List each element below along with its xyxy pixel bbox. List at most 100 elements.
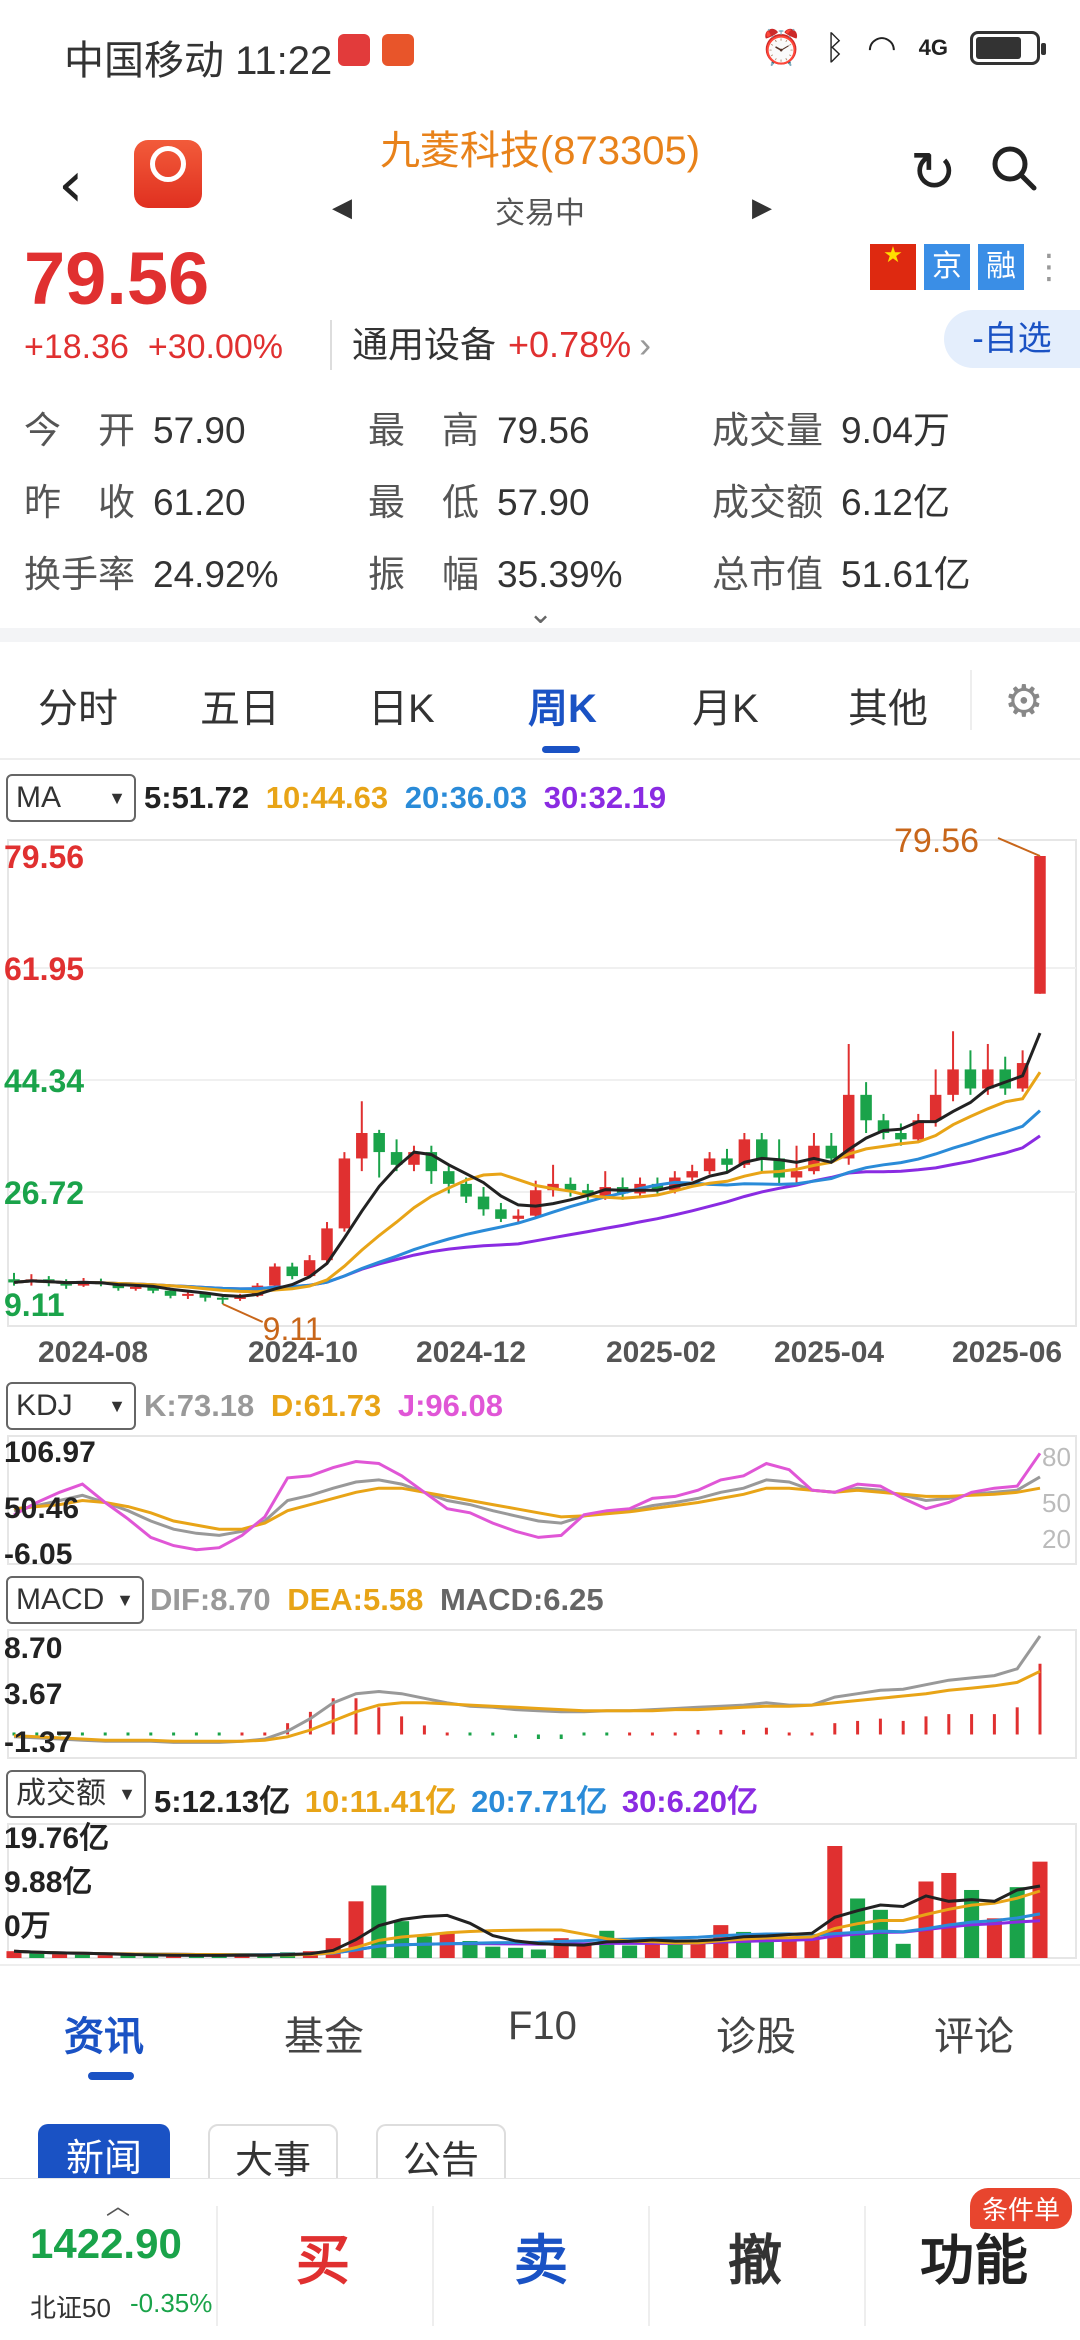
notification-icon: [382, 34, 414, 66]
next-stock-arrow[interactable]: ▶: [752, 192, 772, 222]
tag-jing[interactable]: 京: [924, 244, 970, 290]
macd-bar: [924, 1716, 928, 1735]
candle-body: [321, 1228, 333, 1261]
macd-bar: [377, 1707, 381, 1735]
amount-bar: [143, 1955, 159, 1958]
tab-chart-1[interactable]: 五日: [200, 687, 280, 731]
macd-bar: [764, 1727, 768, 1735]
y-tick-label: 50: [1042, 1488, 1071, 1518]
back-button[interactable]: ‹: [58, 148, 84, 222]
y-tick-label: 20: [1042, 1524, 1071, 1554]
stat-label: 振 幅: [368, 554, 479, 595]
x-tick-label: 2025-02: [606, 1336, 716, 1369]
macd-bar: [126, 1732, 130, 1736]
conditional-order-badge[interactable]: 条件单: [970, 2188, 1073, 2229]
sector-link[interactable]: 通用设备 +0.78% ›: [330, 320, 651, 370]
expand-chevron-icon[interactable]: ⌄: [528, 597, 554, 630]
kdj-selector[interactable]: KDJ ▼: [6, 1382, 136, 1430]
chevron-up-icon[interactable]: ︿: [106, 2193, 130, 2220]
macd-bar: [696, 1729, 700, 1735]
amount-values: 5:12.13亿 10:11.41亿 20:7.71亿 30:6.20亿: [154, 1784, 758, 1819]
bluetooth-icon: ᛒ: [824, 28, 845, 68]
y-tick-label: 0万: [4, 1910, 51, 1943]
macd-bar: [80, 1732, 84, 1736]
macd-selector[interactable]: MACD ▼: [6, 1576, 144, 1624]
max-annotation-line: [997, 837, 1041, 857]
macd-bar: [240, 1732, 244, 1736]
amount-bar: [97, 1955, 113, 1958]
candle-body: [895, 1133, 907, 1140]
divider: [432, 2206, 434, 2326]
macd-bar: [149, 1732, 153, 1736]
candle-body: [947, 1069, 959, 1095]
function-button[interactable]: 功能: [920, 2231, 1028, 2291]
candle-body: [286, 1266, 298, 1277]
tab-chart-3[interactable]: 周K: [528, 687, 597, 731]
candle-body: [112, 1284, 125, 1289]
amount-bar: [439, 1932, 455, 1958]
sell-button[interactable]: 卖: [514, 2231, 568, 2291]
stat-value: 57.90: [497, 482, 590, 523]
settings-gear-icon[interactable]: ⚙: [1004, 677, 1044, 726]
amount-selector[interactable]: 成交额 ▼: [6, 1770, 146, 1818]
tab-info-0[interactable]: 资讯: [64, 2015, 144, 2059]
cancel-order-button[interactable]: 撤: [728, 2231, 782, 2291]
buy-button[interactable]: 买: [296, 2231, 350, 2291]
stat-value: 79.56: [497, 410, 590, 451]
amount-bar: [416, 1936, 432, 1958]
amount-chart[interactable]: 19.76亿 9.88亿 0万: [0, 1820, 1080, 1960]
ma-line-ma5: [13, 1032, 1042, 1298]
candle-body: [756, 1139, 768, 1159]
macd-bar: [992, 1714, 996, 1735]
y-tick-label: 3.67: [4, 1678, 62, 1711]
active-tab-indicator: [88, 2072, 134, 2080]
battery-icon: [970, 31, 1046, 65]
candle-body: [8, 1279, 20, 1283]
chip-announcements[interactable]: 公告: [376, 2124, 506, 2194]
stock-title[interactable]: 九菱科技(873305): [379, 129, 701, 173]
tab-info-3[interactable]: 诊股: [716, 2015, 796, 2059]
index-name: 北证50: [30, 2293, 111, 2323]
remove-watchlist-button[interactable]: -自选: [944, 310, 1080, 368]
tab-info-1[interactable]: 基金: [284, 2015, 364, 2059]
tab-chart-4[interactable]: 月K: [692, 687, 759, 731]
macd-bar: [103, 1732, 107, 1736]
tab-chart-5[interactable]: 其他: [848, 687, 928, 731]
tab-chart-0[interactable]: 分时: [38, 687, 118, 731]
tab-info-4[interactable]: 评论: [934, 2015, 1014, 2059]
macd-chart[interactable]: 8.70 3.67 -1.37: [0, 1626, 1080, 1760]
y-tick-label: -1.37: [4, 1726, 72, 1759]
candle-body: [129, 1286, 142, 1289]
active-tab-indicator: [542, 746, 580, 753]
x-tick-label: 2025-04: [774, 1336, 884, 1369]
tag-rong[interactable]: 融: [978, 244, 1024, 290]
search-icon[interactable]: [990, 144, 1038, 192]
more-icon[interactable]: ⋮: [1032, 248, 1066, 286]
candlestick-chart[interactable]: 79.56 61.95 44.34 26.72 9.11 79.56 9.11 2024-08…: [0, 826, 1080, 1386]
chart-frame: [7, 1823, 1077, 1959]
candle-body: [999, 1069, 1011, 1089]
refresh-icon[interactable]: ↻: [910, 140, 957, 205]
amount-bar: [827, 1846, 843, 1958]
tab-chart-2[interactable]: 日K: [368, 687, 435, 731]
candle-body: [512, 1215, 525, 1219]
candle-body: [982, 1069, 994, 1089]
amount-bar: [485, 1946, 501, 1958]
prev-stock-arrow[interactable]: ◀: [332, 192, 352, 222]
status-icons: ⏰ ᛒ ◠ 4G: [760, 28, 1046, 68]
macd-bar: [536, 1734, 540, 1740]
app-logo[interactable]: [134, 140, 202, 208]
index-value[interactable]: 1422.90: [30, 2220, 182, 2267]
tab-info-2[interactable]: F10: [508, 2004, 577, 2048]
macd-bar: [856, 1720, 860, 1735]
candle-body: [356, 1133, 368, 1159]
kdj-chart[interactable]: 106.97 50.46 -6.05 80 50 20: [0, 1432, 1080, 1566]
macd-bar: [12, 1732, 16, 1736]
candle-body: [147, 1286, 159, 1291]
macd-bar: [719, 1729, 723, 1735]
ma-selector[interactable]: MA ▼: [6, 774, 136, 822]
stat-label: 换手率: [24, 554, 135, 595]
ma-values: 5:51.72 10:44.63 20:36.03 30:32.19: [144, 780, 667, 815]
macd-bar: [445, 1732, 449, 1736]
macd-bar: [514, 1734, 518, 1738]
